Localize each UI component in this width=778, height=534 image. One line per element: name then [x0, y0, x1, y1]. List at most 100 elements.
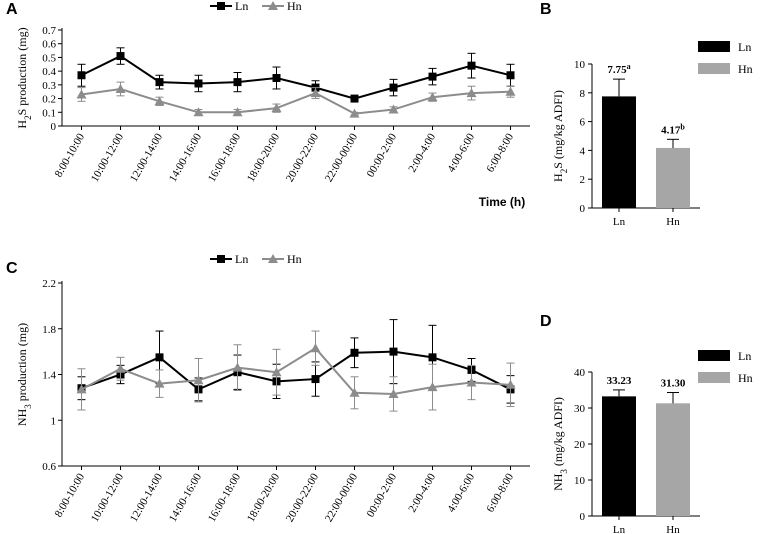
series-line — [81, 346, 511, 395]
data-point — [428, 353, 437, 362]
data-point — [155, 78, 164, 87]
data-point — [388, 104, 399, 114]
legend-label: Hn — [738, 371, 753, 385]
data-point — [271, 103, 282, 113]
x-tick-label: 16:00-18:00 — [206, 471, 244, 524]
data-label-value: 31.30 — [661, 378, 686, 390]
x-tick-label: 4:00-6:00 — [445, 131, 477, 174]
y-tick-label: 20 — [574, 439, 586, 451]
legend-label: Ln — [738, 40, 751, 54]
y-tick-label: 8 — [580, 88, 586, 100]
x-tick-label: 00:00-2:00 — [365, 131, 400, 179]
legend-label: Hn — [738, 62, 753, 76]
y-axis-label: H2S (mg/kg ADFI) — [551, 90, 569, 182]
x-tick-label: 6:00-8:00 — [484, 131, 516, 174]
y-tick-label: 4 — [580, 145, 586, 157]
y-tick-label: 1 — [51, 415, 57, 427]
legend-marker — [217, 255, 225, 263]
y-axis-label: NH3 production (mg) — [15, 323, 33, 426]
legend: Ln Hn — [210, 252, 302, 266]
data-label: 4.17b — [661, 122, 685, 137]
data-point — [76, 384, 87, 394]
legend-marker — [268, 1, 278, 10]
data-label-value: 7.75 — [607, 64, 627, 76]
data-point — [350, 348, 359, 357]
data-point — [193, 375, 204, 385]
series-line — [81, 87, 511, 115]
data-label-value: 33.23 — [607, 375, 632, 387]
x-tick-label: 12:00-14:00 — [128, 471, 166, 524]
x-tick-label: 20:00-22:00 — [284, 471, 322, 524]
y-tick-label: 1.4 — [42, 370, 56, 382]
data-point — [115, 83, 126, 93]
x-tick-label: Hn — [666, 216, 680, 228]
bar — [602, 396, 636, 516]
data-point — [388, 388, 399, 398]
y-tick-label: 10 — [574, 59, 586, 71]
x-tick-label: 6:00-8:00 — [484, 471, 516, 514]
data-point — [311, 375, 320, 384]
legend-marker — [268, 254, 278, 263]
data-point — [233, 78, 242, 87]
x-tick-label: 4:00-6:00 — [445, 471, 477, 514]
y-tick-label: 1.8 — [42, 324, 56, 336]
x-tick-label: 00:00-2:00 — [365, 471, 400, 519]
data-point — [466, 377, 477, 387]
data-point — [232, 107, 243, 117]
panel-letter: A — [6, 1, 18, 18]
legend-label: Ln — [235, 252, 248, 266]
x-tick-label: 14:00-16:00 — [167, 471, 205, 524]
y-tick-label: 0.2 — [42, 94, 56, 106]
x-tick-label: 22:00-00:00 — [323, 131, 361, 184]
data-point — [193, 107, 204, 117]
panel-c-chart: C 0.6 1 1.4 1.8 2.2 8:00-10:00 10:00-12:00 12:00… — [6, 252, 530, 524]
x-tick-label: 10:00-12:00 — [89, 471, 127, 524]
x-tick-label: 8:00-10:00 — [53, 471, 88, 519]
legend-label: Hn — [287, 0, 302, 13]
data-point — [310, 88, 321, 98]
x-tick-label: 22:00-00:00 — [323, 471, 361, 524]
x-tick-label: 18:00-20:00 — [245, 131, 283, 184]
y-tick-label: 0.4 — [42, 66, 56, 78]
data-point — [271, 367, 282, 377]
x-tick-label: 10:00-12:00 — [89, 131, 127, 184]
data-point — [427, 92, 438, 102]
series-hn — [76, 81, 516, 118]
data-point — [349, 387, 360, 397]
y-tick-label: 2.2 — [42, 278, 56, 290]
legend-swatch — [698, 41, 730, 52]
legend-marker — [217, 2, 225, 10]
data-point — [194, 79, 203, 88]
x-tick-label: 2:00-4:00 — [406, 471, 438, 514]
data-point — [505, 86, 516, 96]
data-point — [116, 52, 125, 61]
data-point — [505, 379, 516, 389]
legend-swatch — [698, 372, 730, 383]
x-tick-label: 8:00-10:00 — [53, 131, 88, 179]
series-line — [81, 350, 511, 391]
data-point — [155, 353, 164, 362]
y-tick-label: 10 — [574, 475, 586, 487]
panel-letter: B — [540, 1, 552, 18]
y-tick-label: 6 — [580, 117, 586, 129]
y-tick-label: 0 — [51, 121, 57, 133]
data-point — [115, 363, 126, 373]
data-point — [350, 94, 359, 103]
data-point — [154, 96, 165, 106]
data-point — [77, 71, 86, 80]
data-point — [389, 347, 398, 356]
data-point — [427, 382, 438, 392]
data-point — [466, 88, 477, 98]
x-tick-label: 16:00-18:00 — [206, 131, 244, 184]
data-label: 31.30 — [661, 378, 686, 390]
y-axis-label: NH3 (mg/kg ADFI) — [551, 397, 569, 491]
panel-letter: D — [540, 313, 552, 330]
significance-letter: b — [680, 122, 685, 131]
data-point — [428, 72, 437, 81]
bar — [656, 147, 690, 208]
data-label-value: 4.17 — [661, 124, 681, 136]
y-tick-label: 0.5 — [42, 52, 56, 64]
data-point — [349, 108, 360, 118]
